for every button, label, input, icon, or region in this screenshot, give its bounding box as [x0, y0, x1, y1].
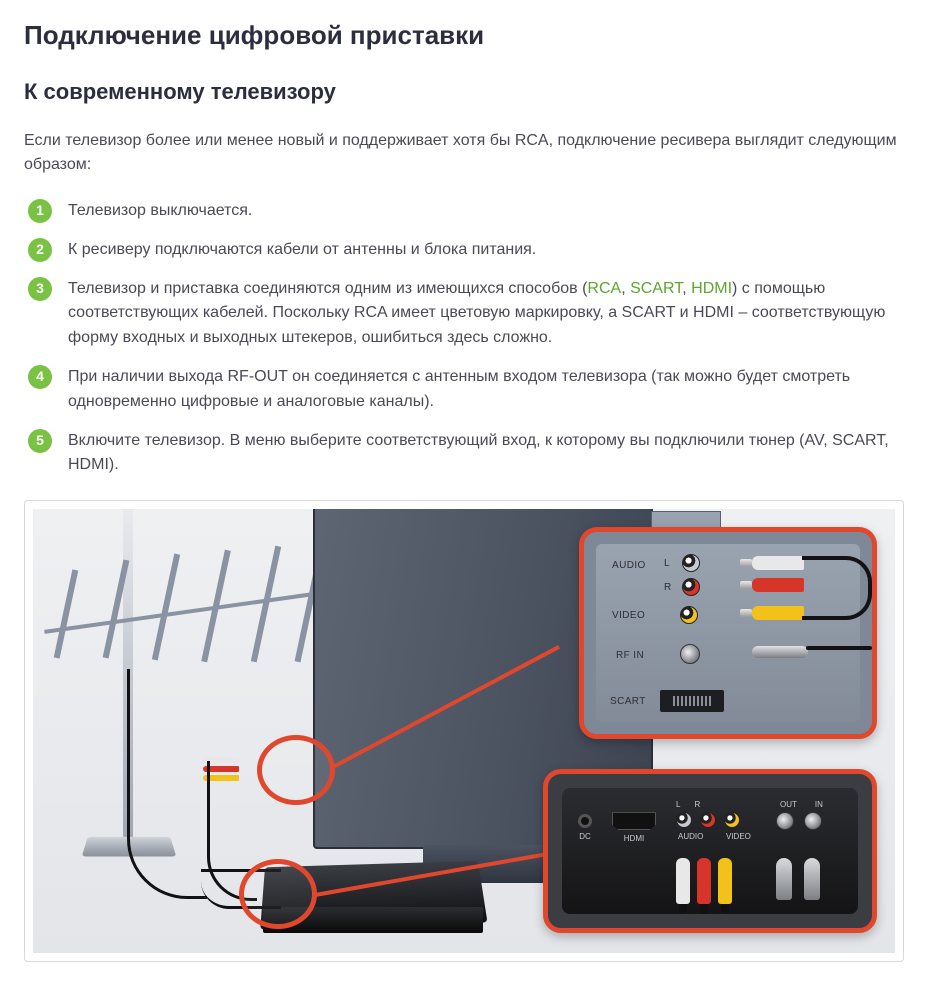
stb-plug-white	[676, 858, 690, 904]
diagram-container: AUDIO L R VIDEO RF IN	[24, 500, 904, 962]
link-scart[interactable]: SCART	[630, 280, 682, 297]
rf-plug	[752, 646, 808, 658]
rca-jack-r	[682, 578, 700, 596]
step-item: 4 При наличии выхода RF-OUT он соединяет…	[24, 365, 904, 415]
rf-jack	[680, 644, 700, 664]
label-out: OUT	[780, 800, 797, 809]
callout-circle-tv	[257, 735, 335, 805]
label-audio: AUDIO	[612, 560, 646, 571]
label-video: VIDEO	[612, 610, 645, 621]
page-title: Подключение цифровой приставки	[24, 20, 904, 51]
stb-rf-plug-out	[776, 858, 792, 900]
step-number: 5	[28, 429, 52, 453]
label-audio-l: L	[664, 558, 674, 569]
antenna-cable	[127, 669, 207, 899]
step-text: Телевизор и приставка соединяются одним …	[68, 280, 885, 347]
step-text: Телевизор выключается.	[68, 202, 252, 219]
hdmi-port	[612, 812, 656, 830]
stb-plug-yellow	[718, 858, 732, 904]
label-in: IN	[815, 800, 823, 809]
step-text: К ресиверу подключаются кабели от антенн…	[68, 241, 536, 258]
stb-rca-l	[676, 812, 692, 828]
link-hdmi[interactable]: HDMI	[691, 280, 732, 297]
label-audio-l-stb: L	[676, 800, 680, 809]
stb-plug-red	[697, 858, 711, 904]
step-item: 3 Телевизор и приставка соединяются одни…	[24, 277, 904, 351]
callout-circle-stb	[239, 859, 317, 929]
antenna-array	[43, 549, 343, 659]
rca-jack-l	[682, 554, 700, 572]
section-subtitle: К современному телевизору	[24, 79, 904, 105]
rca-cable-bundle	[802, 556, 872, 620]
scart-port	[660, 690, 724, 712]
step-text: Включите телевизор. В меню выберите соот…	[68, 432, 889, 474]
stb-rf-out	[776, 812, 794, 830]
stb-rca-video	[724, 812, 740, 828]
rf-cable	[806, 646, 872, 650]
step-item: 2 К ресиверу подключаются кабели от анте…	[24, 238, 904, 263]
intro-text: Если телевизор более или менее новый и п…	[24, 129, 904, 177]
steps-list: 1 Телевизор выключается. 2 К ресиверу по…	[24, 199, 904, 478]
label-rfin: RF IN	[616, 650, 644, 661]
zoom-stb-panel: DC HDMI L R AUDIO VIDEO OUT IN	[543, 769, 877, 933]
stb-rca-r	[700, 812, 716, 828]
label-hdmi: HDMI	[624, 834, 644, 843]
connection-diagram: AUDIO L R VIDEO RF IN	[33, 509, 895, 953]
rca-plug-red	[752, 578, 804, 592]
rca-plug-white	[752, 556, 804, 570]
label-audio-r: R	[664, 582, 674, 593]
step-item: 1 Телевизор выключается.	[24, 199, 904, 224]
stb-rf-plug-in	[804, 858, 820, 900]
step-item: 5 Включите телевизор. В меню выберите со…	[24, 429, 904, 479]
label-audio-stb: AUDIO	[678, 832, 703, 841]
label-audio-r-stb: R	[694, 800, 700, 809]
step-number: 2	[28, 238, 52, 262]
dc-port	[578, 814, 592, 828]
stb-rf-in	[804, 812, 822, 830]
zoom-tv-panel: AUDIO L R VIDEO RF IN	[579, 527, 877, 739]
rca-jack-video	[680, 606, 698, 624]
label-scart: SCART	[610, 696, 646, 707]
rca-plug-yellow	[752, 606, 804, 620]
label-dc: DC	[579, 832, 591, 841]
step-number: 3	[28, 277, 52, 301]
step-number: 1	[28, 199, 52, 223]
step-number: 4	[28, 365, 52, 389]
step-text: При наличии выхода RF-OUT он соединяется…	[68, 368, 850, 410]
label-video-stb: VIDEO	[726, 832, 751, 841]
link-rca[interactable]: RCA	[587, 280, 621, 297]
